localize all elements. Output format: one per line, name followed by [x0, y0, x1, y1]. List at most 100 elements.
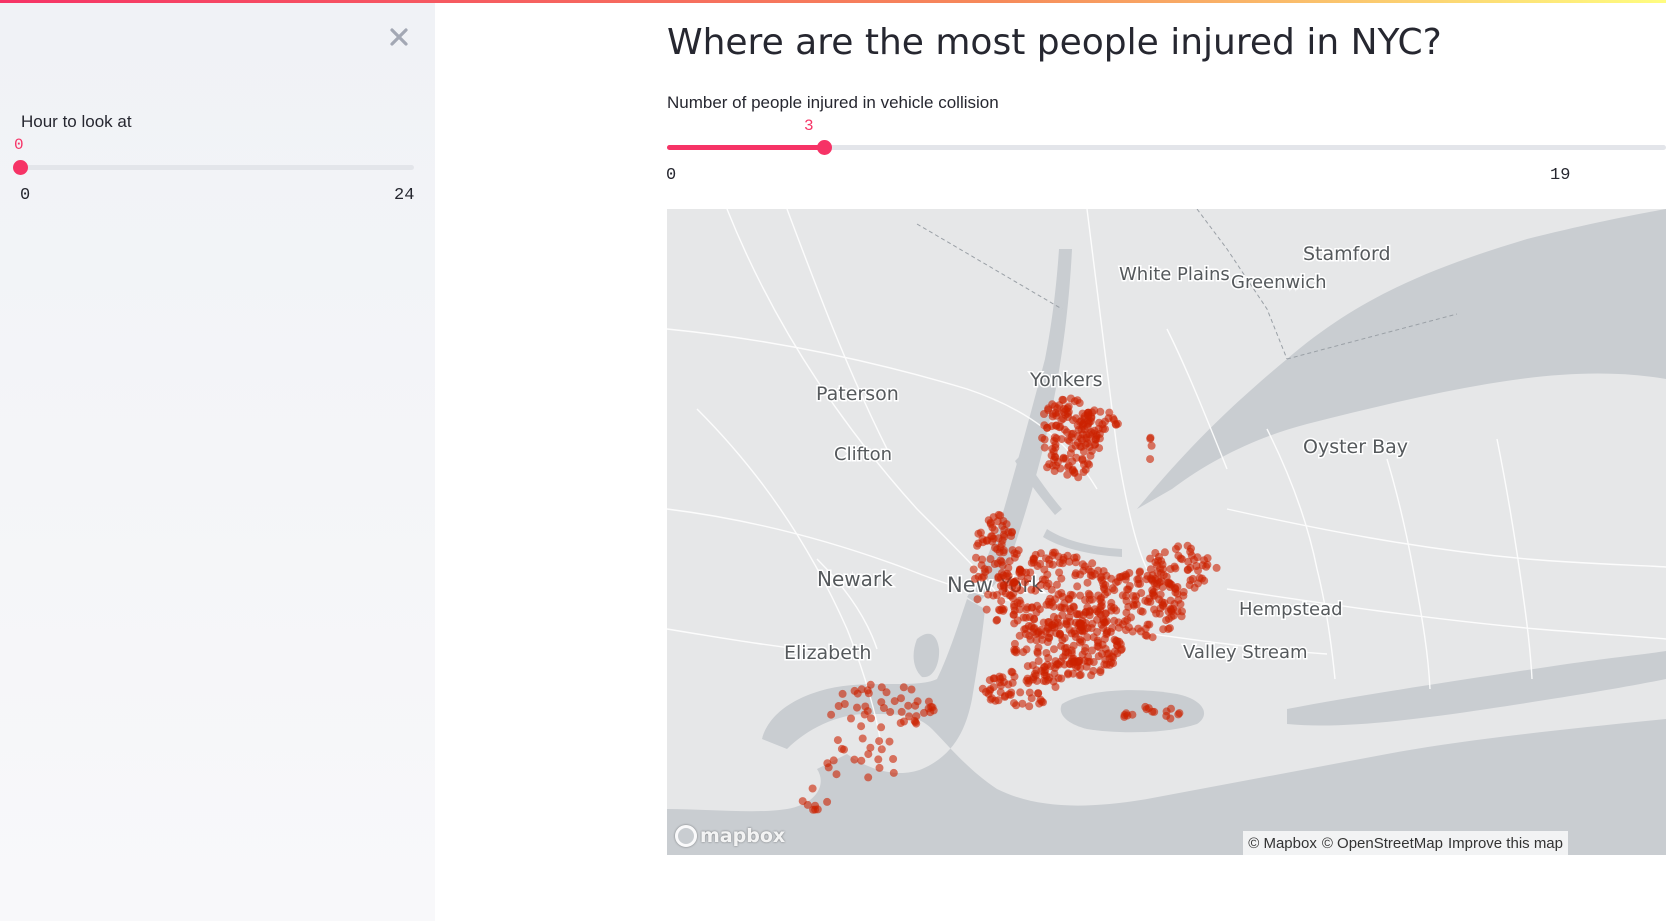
collision-point: [1061, 651, 1070, 660]
collision-point: [1064, 402, 1073, 411]
collision-point: [1062, 619, 1071, 628]
collision-point: [1165, 578, 1173, 587]
injured-slider-track[interactable]: [667, 145, 1666, 150]
collision-point: [1024, 679, 1033, 688]
attribution-mapbox-link[interactable]: © Mapbox: [1248, 834, 1317, 852]
collision-point: [907, 685, 916, 694]
collision-point: [985, 686, 994, 695]
collision-point: [1051, 683, 1060, 691]
collision-point: [1160, 599, 1169, 607]
close-sidebar-button[interactable]: [386, 24, 412, 50]
collision-point: [1114, 618, 1123, 627]
collision-point: [858, 734, 867, 743]
collision-point: [1010, 699, 1018, 708]
hour-slider-track[interactable]: [21, 165, 414, 170]
collision-point: [1036, 695, 1045, 704]
map-view[interactable]: Stamford White Plains Greenwich Yonkers …: [667, 209, 1666, 855]
collision-point: [1096, 595, 1104, 604]
collision-point: [1095, 444, 1104, 453]
collision-point: [850, 686, 859, 695]
collision-point: [1010, 549, 1019, 558]
collision-point: [1051, 619, 1059, 628]
collision-point: [1088, 559, 1097, 568]
road-layer: [667, 209, 1666, 750]
collision-point: [829, 756, 838, 765]
collision-point: [1097, 601, 1106, 610]
collision-point: [1095, 434, 1104, 443]
collision-point: [1016, 688, 1025, 697]
collision-point: [973, 595, 982, 604]
collision-point: [1150, 707, 1159, 716]
collision-point: [1146, 565, 1155, 574]
collision-point: [992, 616, 1001, 625]
collision-point: [1063, 470, 1072, 479]
collision-point: [1122, 592, 1130, 601]
collision-point: [1105, 654, 1114, 663]
collision-point: [1076, 591, 1085, 600]
injured-slider-min: 0: [666, 166, 677, 185]
collision-point: [866, 680, 875, 689]
collision-point: [882, 688, 891, 697]
collision-point: [1159, 625, 1168, 634]
collision-point: [1079, 566, 1088, 575]
collision-point: [877, 698, 886, 707]
collision-point: [1179, 588, 1188, 596]
collision-point: [1088, 646, 1096, 655]
collision-point: [877, 723, 886, 732]
close-icon: [390, 28, 408, 46]
collision-point: [1079, 460, 1088, 469]
collision-point: [986, 518, 995, 527]
collision-point: [1103, 588, 1112, 597]
improve-map-link[interactable]: Improve this map: [1447, 834, 1563, 852]
attribution-osm-link[interactable]: © OpenStreetMap: [1321, 834, 1443, 852]
injured-slider-thumb[interactable]: [817, 140, 833, 155]
collision-point: [1079, 468, 1088, 476]
collision-point: [1087, 671, 1096, 680]
collision-point: [1059, 454, 1068, 463]
collision-point: [1146, 433, 1155, 442]
map-canvas[interactable]: Stamford White Plains Greenwich Yonkers …: [667, 209, 1666, 855]
collision-point: [1041, 575, 1049, 584]
mapbox-logo[interactable]: mapbox: [675, 825, 785, 847]
collision-point: [1125, 582, 1134, 590]
collision-point: [864, 750, 873, 759]
collision-point: [1060, 634, 1069, 642]
hour-slider-value: 0: [14, 136, 24, 154]
collision-point: [911, 701, 920, 710]
collision-point: [798, 797, 807, 806]
collision-point: [1025, 702, 1034, 711]
collision-point: [1033, 601, 1042, 610]
collision-point: [1132, 592, 1141, 601]
collision-point: [1101, 581, 1110, 589]
collision-point: [1015, 631, 1024, 640]
collision-point: [1146, 455, 1155, 464]
collision-point: [889, 755, 898, 763]
collision-point: [1042, 582, 1051, 590]
collision-point: [1166, 596, 1175, 605]
collision-point: [1094, 652, 1103, 661]
collision-point: [1085, 606, 1094, 615]
collision-point: [979, 538, 987, 547]
collision-point: [1034, 657, 1043, 665]
collision-point: [1021, 578, 1029, 587]
collision-point: [857, 722, 866, 731]
collision-point: [1008, 582, 1017, 591]
collision-point: [1051, 440, 1060, 449]
collision-point: [1200, 556, 1209, 565]
collision-point: [833, 736, 842, 745]
map-attribution: © Mapbox © OpenStreetMap Improve this ma…: [1243, 831, 1568, 855]
collision-point: [994, 696, 1003, 705]
collision-point: [1023, 603, 1032, 612]
collision-point: [1085, 442, 1094, 451]
hour-slider-thumb[interactable]: [13, 160, 28, 175]
collision-point: [1055, 568, 1064, 577]
collision-point: [1096, 666, 1105, 675]
collision-point: [1073, 582, 1082, 591]
collision-point: [1048, 461, 1057, 470]
collision-point: [1094, 566, 1103, 575]
collision-point: [1111, 647, 1119, 656]
place-label: Elizabeth: [784, 642, 871, 664]
collision-point: [912, 719, 921, 728]
collision-point: [889, 768, 898, 777]
collision-point: [1023, 662, 1032, 671]
